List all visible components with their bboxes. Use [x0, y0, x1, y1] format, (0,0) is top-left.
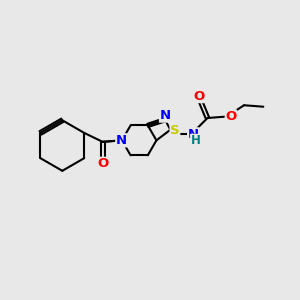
- Text: O: O: [225, 110, 237, 123]
- Text: N: N: [116, 134, 127, 147]
- Text: O: O: [97, 157, 108, 170]
- Text: O: O: [193, 89, 204, 103]
- Text: S: S: [170, 124, 180, 137]
- Text: H: H: [191, 134, 200, 147]
- Text: N: N: [160, 109, 171, 122]
- Text: N: N: [188, 128, 199, 141]
